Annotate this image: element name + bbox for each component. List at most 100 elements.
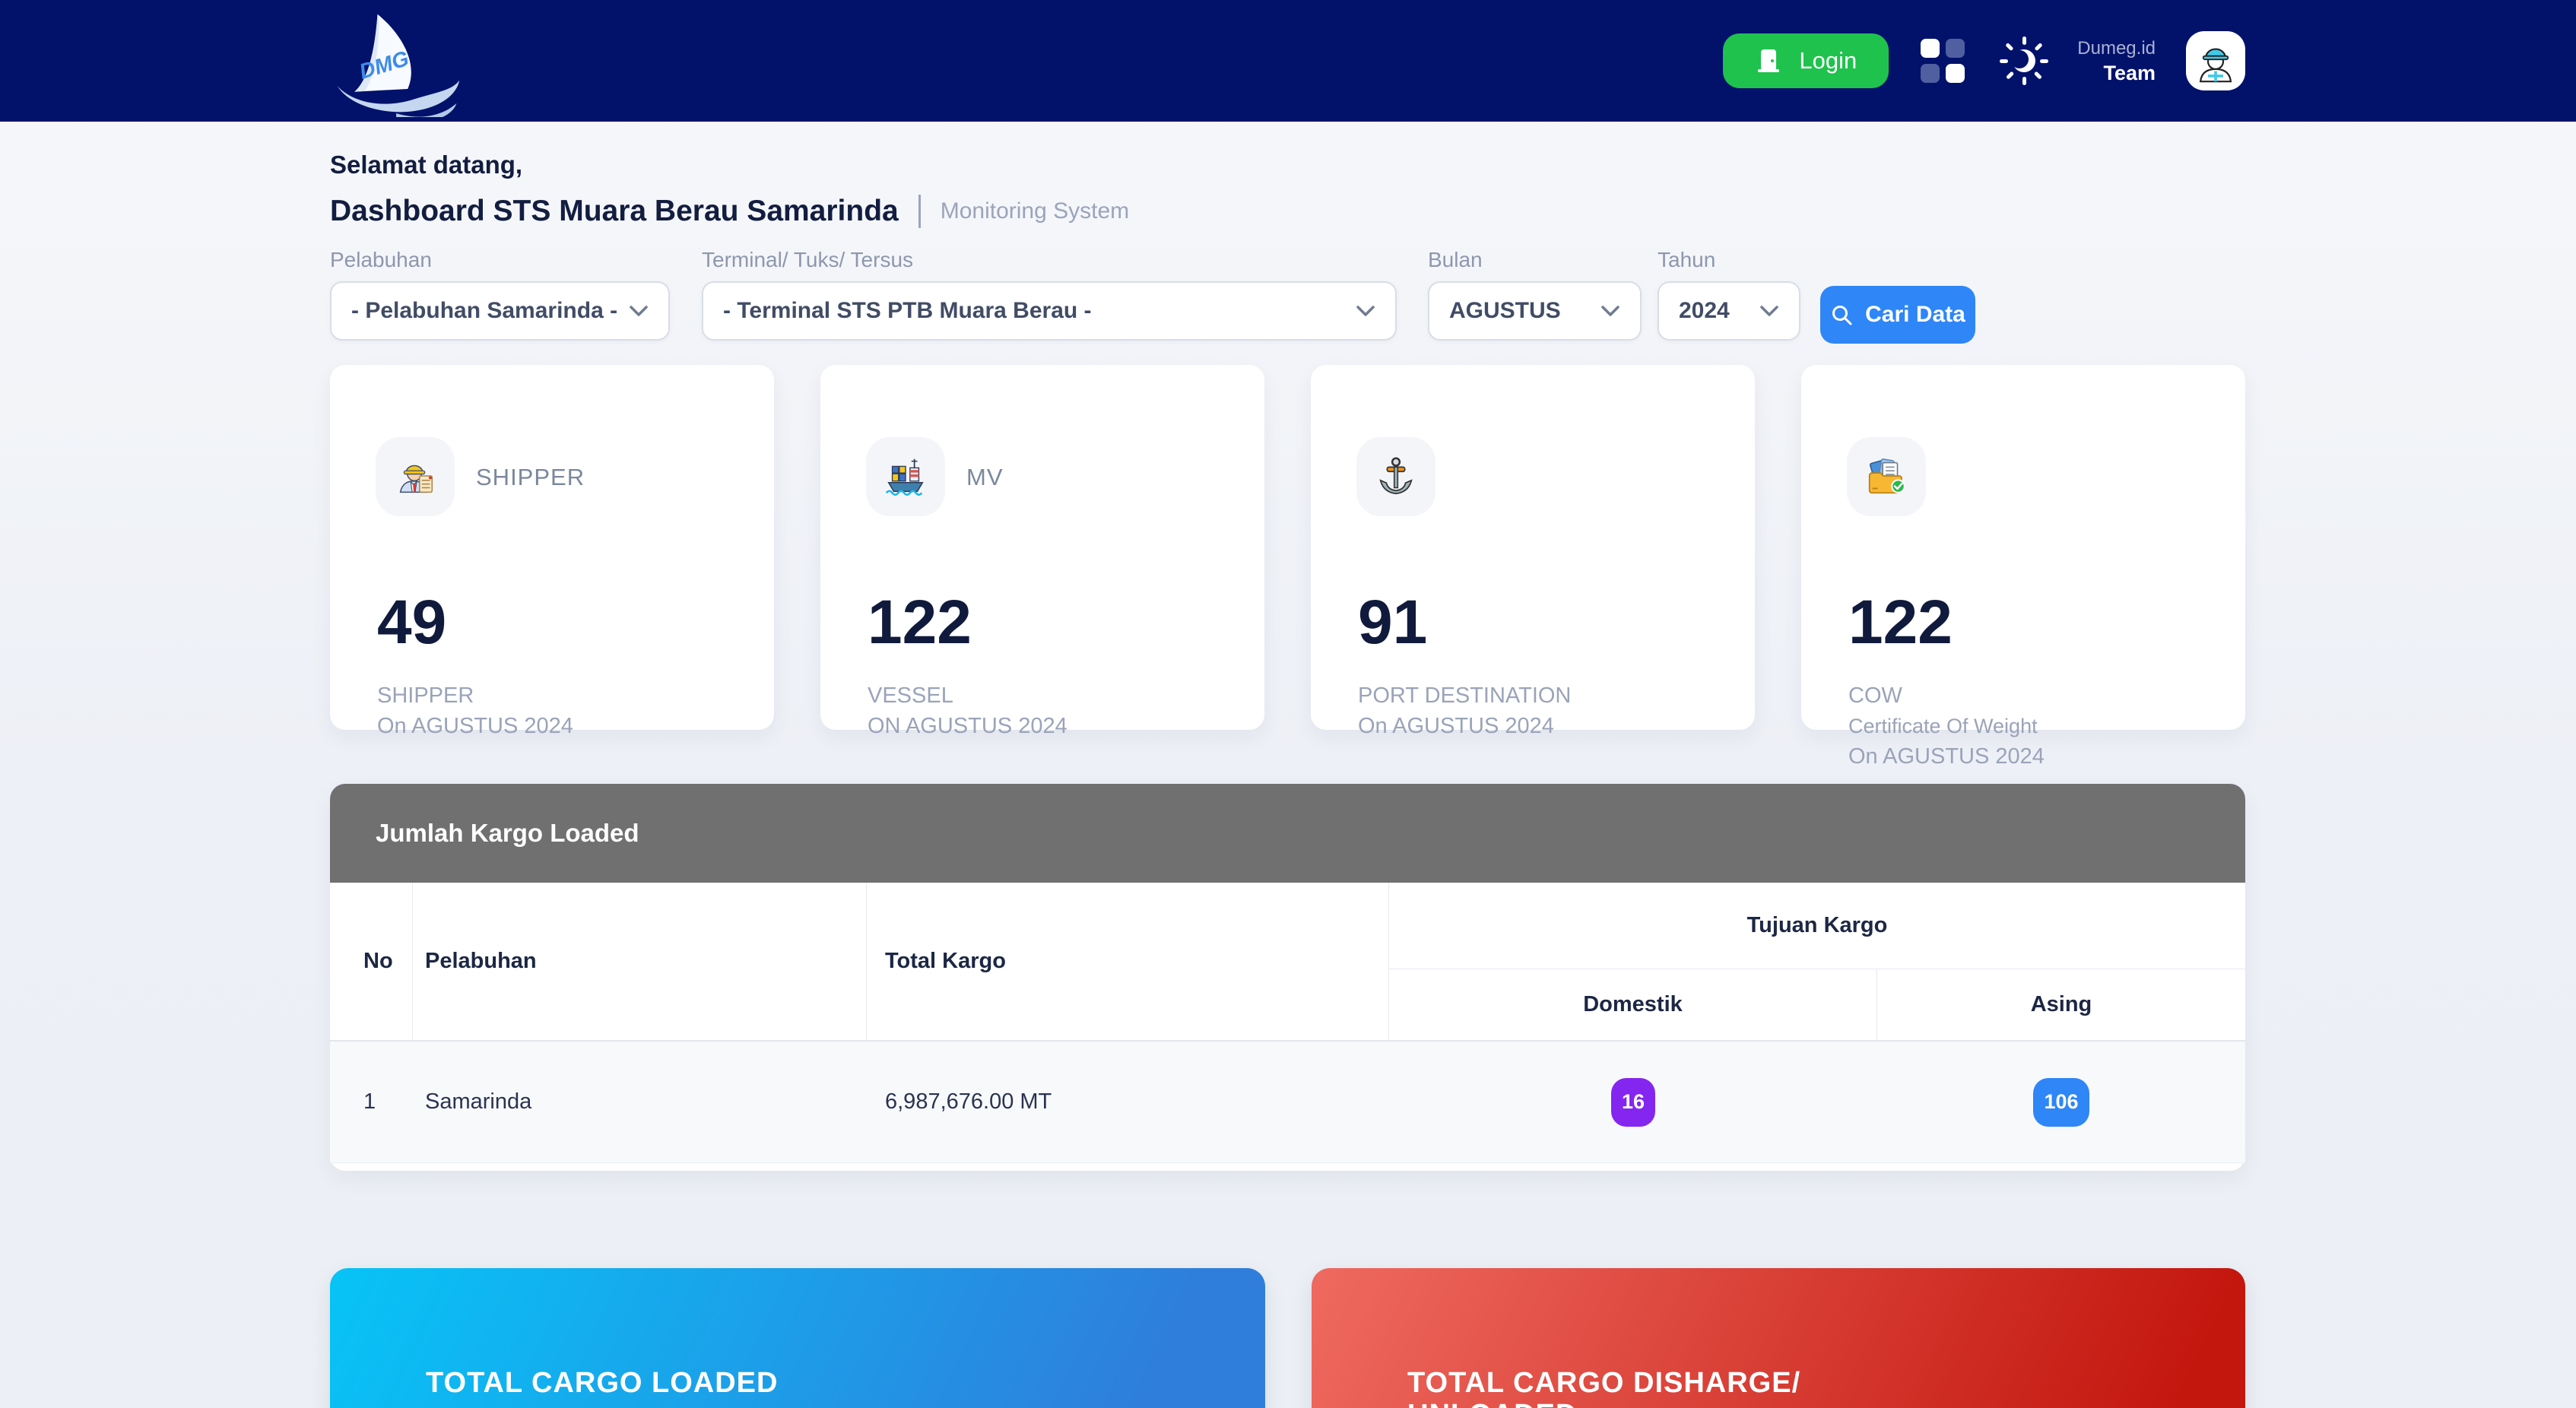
domestik-badge: 16 [1610,1077,1656,1127]
tahun-value: 2024 [1679,298,1730,323]
stat-line: ON AGUSTUS 2024 [868,714,1068,738]
total-cargo-loaded-title: TOTAL CARGO LOADED [426,1367,779,1399]
bulan-value: AGUSTUS [1449,298,1561,323]
stat-value: 91 [1358,588,1428,657]
stat-description: VESSEL ON AGUSTUS 2024 [868,680,1068,741]
user-org: Dumeg.id [2077,38,2156,59]
apps-grid-button[interactable] [1919,37,1966,84]
title-divider [918,195,921,228]
navbar: DMG Login [0,0,2576,122]
navbar-actions: Login [1723,0,2245,122]
welcome-text: Selamat datang, [330,151,523,179]
col-asing: Asing [2030,992,2092,1016]
stat-line: PORT DESTINATION [1358,683,1572,708]
stat-line: On AGUSTUS 2024 [1358,714,1554,738]
stat-description: PORT DESTINATION On AGUSTUS 2024 [1358,680,1571,741]
stat-card-shipper: SHIPPER 49 SHIPPER On AGUSTUS 2024 [330,365,774,738]
tahun-filter: Tahun 2024 [1658,248,1800,341]
total-cargo-disharge-card: TOTAL CARGO DISHARGE/ UNLOADED [1312,1268,2245,1408]
vessel-icon [885,458,924,496]
col-no: No [330,883,413,1040]
user-name: Team [2103,62,2156,84]
stat-description: SHIPPER On AGUSTUS 2024 [377,680,573,741]
cell-pelabuhan: Samarinda [425,1089,532,1114]
col-total-kargo: Total Kargo [867,883,1389,1040]
stat-icon-tile [376,437,455,516]
stat-line: VESSEL [868,683,953,708]
pelabuhan-select[interactable]: - Pelabuhan Samarinda - [330,281,670,341]
login-button[interactable]: Login [1723,33,1889,88]
stat-icon-tile [866,437,945,516]
chevron-down-icon [1760,306,1778,316]
table-column-headers: No Pelabuhan Total Kargo Tujuan Kargo Do… [330,883,2245,1042]
terminal-filter: Terminal/ Tuks/ Tersus - Terminal STS PT… [702,248,1397,341]
avatar[interactable] [2186,31,2245,90]
pelabuhan-label: Pelabuhan [330,248,432,271]
chevron-down-icon [630,306,648,316]
table-header-bar: Jumlah Kargo Loaded [330,784,2245,883]
terminal-select[interactable]: - Terminal STS PTB Muara Berau - [702,281,1397,341]
stat-card-cow: 122 COW Certificate Of Weight On AGUSTUS… [1801,365,2245,769]
col-domestik: Domestik [1389,969,1877,1040]
cell-asing: 106 [1877,1042,2245,1162]
stat-icon-tile [1356,437,1436,516]
login-label: Login [1799,47,1857,74]
terminal-label: Terminal/ Tuks/ Tersus [702,248,914,271]
engineer-avatar-icon [2199,48,2232,83]
anchor-icon [1379,457,1413,495]
tahun-label: Tahun [1658,248,1716,271]
stat-line: On AGUSTUS 2024 [377,714,573,738]
stat-line: Certificate Of Weight [1848,715,2038,737]
cell-total-kargo: 6,987,676.00 MT [885,1089,1052,1114]
stat-line: SHIPPER [377,683,474,708]
total-cargo-loaded-card: TOTAL CARGO LOADED [330,1268,1265,1408]
col-pelabuhan: Pelabuhan [413,883,867,1040]
title-row: Dashboard STS Muara Berau Samarinda Moni… [330,195,1129,228]
terminal-value: - Terminal STS PTB Muara Berau - [723,298,1092,323]
shipper-icon [399,465,433,493]
filter-bar: Pelabuhan - Pelabuhan Samarinda - Termin… [330,248,2245,347]
table-row: 1 Samarinda 6,987,676.00 MT 16 106 [330,1042,2245,1163]
stat-line: COW [1848,683,1902,708]
brightness-moon-icon [2000,36,2049,85]
stat-description: COW Certificate Of Weight On AGUSTUS 202… [1848,680,2045,772]
page-subtitle: Monitoring System [940,198,1130,224]
stat-value: 122 [868,588,972,657]
cargo-loaded-table-card: Jumlah Kargo Loaded No Pelabuhan Total K… [330,784,2245,1171]
bulan-select[interactable]: AGUSTUS [1428,281,1642,341]
cow-documents-icon [1868,458,1905,494]
stat-card-port-destination: 91 PORT DESTINATION On AGUSTUS 2024 [1311,365,1755,738]
stat-line: On AGUSTUS 2024 [1848,744,2045,769]
bulan-filter: Bulan AGUSTUS [1428,248,1642,341]
bulan-label: Bulan [1428,248,1483,271]
tahun-select[interactable]: 2024 [1658,281,1800,341]
stat-icon-tile [1847,437,1926,516]
chevron-down-icon [1601,306,1620,316]
stats-row: SHIPPER 49 SHIPPER On AGUSTUS 2024 [330,365,2245,769]
col-tujuan-kargo: Tujuan Kargo [1389,883,2245,969]
asing-badge: 106 [2033,1077,2089,1127]
grid-icon [1921,39,1965,83]
page-title: Dashboard STS Muara Berau Samarinda [330,195,899,227]
cell-no: 1 [363,1089,376,1114]
dmg-sailboat-logo[interactable]: DMG [333,8,462,117]
stat-title: MV [966,464,1004,490]
stat-card-mv: MV 122 VESSEL ON AGUSTUS 2024 [820,365,1264,738]
chevron-down-icon [1356,306,1375,316]
stat-value: 49 [377,588,447,657]
search-icon [1832,306,1852,325]
summary-row: TOTAL CARGO LOADED TOTAL CARGO DISHARGE/… [330,1268,2245,1408]
cell-domestik: 16 [1389,1042,1877,1162]
theme-toggle-button[interactable] [1997,33,2051,88]
stat-title: SHIPPER [476,464,585,490]
cari-data-button[interactable]: Cari Data [1820,286,1975,344]
pelabuhan-value: - Pelabuhan Samarinda - [351,298,618,323]
table-title: Jumlah Kargo Loaded [376,819,639,847]
stat-value: 122 [1848,588,1953,657]
total-cargo-disharge-title: TOTAL CARGO DISHARGE/ UNLOADED [1407,1367,1801,1408]
door-icon [1758,49,1780,72]
user-info: Dumeg.id Team [2077,36,2156,85]
pelabuhan-filter: Pelabuhan - Pelabuhan Samarinda - [330,248,670,341]
cari-data-label: Cari Data [1865,302,1965,327]
